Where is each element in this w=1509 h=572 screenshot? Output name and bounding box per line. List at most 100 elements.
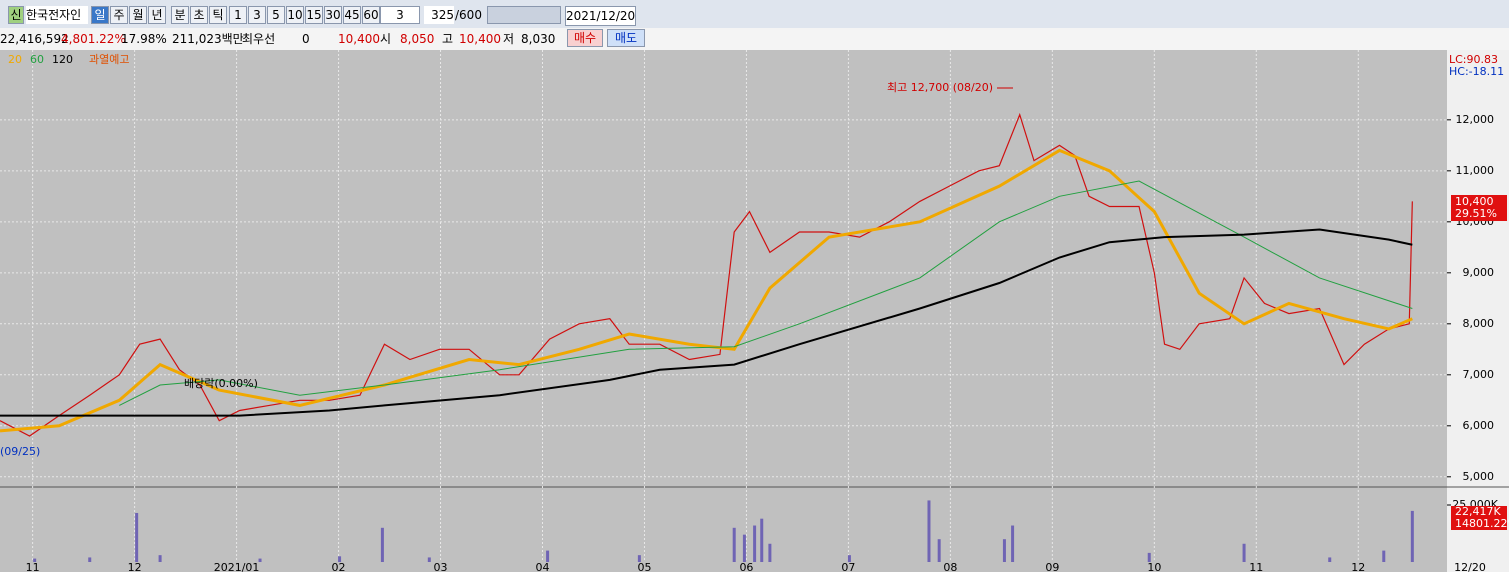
dividend-note: 배당락(0.00%) bbox=[184, 377, 258, 390]
toolbar-button[interactable]: 60 bbox=[362, 6, 380, 24]
volume-bar bbox=[847, 555, 851, 562]
best-value: 0 bbox=[302, 32, 310, 46]
count[interactable]: 325 bbox=[424, 6, 454, 24]
stock-name[interactable]: 한국전자인 bbox=[26, 6, 88, 24]
last-volume-bg bbox=[1451, 506, 1507, 530]
toolbar-button[interactable]: 3 bbox=[248, 6, 266, 24]
volume-bar bbox=[753, 525, 757, 562]
x-tick-label: 12 bbox=[128, 561, 142, 572]
toolbar-button[interactable]: 일 bbox=[91, 6, 109, 24]
volume-bar bbox=[768, 543, 772, 562]
open-label: 시 bbox=[380, 32, 392, 46]
amount: 211,023백만 bbox=[172, 32, 244, 46]
low: 8,030 bbox=[521, 32, 556, 46]
toolbar-button[interactable]: 45 bbox=[343, 6, 361, 24]
quote-bar: 22,416,592 4,801.22% 17.98% 211,023백만 최우… bbox=[0, 28, 1509, 50]
warning: 과열예고 bbox=[89, 53, 129, 66]
x-tick-label: 11 bbox=[1249, 561, 1263, 572]
volume-bar bbox=[1147, 552, 1151, 562]
volume-bar bbox=[742, 534, 746, 562]
plot-bg bbox=[0, 50, 1447, 572]
x-tick-label: 02 bbox=[332, 561, 346, 572]
sell-button[interactable]: 매도 bbox=[607, 29, 645, 47]
x-end-label: 12/20 bbox=[1454, 561, 1486, 572]
legend-item: 120 bbox=[52, 53, 73, 66]
y-tick-label: 5,000 bbox=[1463, 470, 1495, 483]
chart: 11 12 2021/01 02 03 04 05 06 07 08 09 10 11 12 12/20 5,… bbox=[0, 50, 1509, 572]
volume-bar bbox=[937, 539, 941, 562]
axis-bg bbox=[1447, 50, 1509, 572]
open: 8,050 bbox=[400, 32, 435, 46]
toolbar-button[interactable]: 15 bbox=[305, 6, 323, 24]
toolbar-button[interactable]: 분 bbox=[171, 6, 189, 24]
toolbar-button[interactable]: 틱 bbox=[209, 6, 227, 24]
volume: 22,416,592 bbox=[0, 32, 69, 46]
x-tick-label: 11 bbox=[26, 561, 40, 572]
y-tick-label: 6,000 bbox=[1463, 419, 1495, 432]
volume-bar bbox=[732, 527, 736, 562]
volume-bar bbox=[380, 527, 384, 562]
turnover: 17.98% bbox=[121, 32, 167, 46]
last-volume: 22,417K bbox=[1455, 505, 1501, 518]
volume-bar bbox=[546, 550, 550, 562]
toolbar-button[interactable]: 1 bbox=[229, 6, 247, 24]
y-tick-label: 8,000 bbox=[1463, 317, 1495, 330]
volume-bar bbox=[760, 518, 764, 562]
date[interactable]: 2021/12/20 bbox=[565, 6, 637, 26]
volume-bar bbox=[33, 558, 37, 562]
last-price-bg bbox=[1451, 195, 1507, 221]
tool-icons[interactable] bbox=[487, 6, 561, 24]
volume-bar bbox=[1011, 525, 1015, 562]
toolbar-button[interactable]: 초 bbox=[190, 6, 208, 24]
x-tick-label: 07 bbox=[841, 561, 855, 572]
count-select[interactable]: 3 bbox=[380, 6, 420, 24]
x-tick-label: 03 bbox=[434, 561, 448, 572]
volume-bar bbox=[135, 512, 139, 562]
hc-label: HC:-18.11 bbox=[1449, 65, 1504, 78]
price-line bbox=[0, 112, 1413, 437]
volume-bar bbox=[88, 557, 92, 562]
toolbar-button[interactable]: 10 bbox=[286, 6, 304, 24]
volume-bar bbox=[158, 555, 162, 562]
count-max: /600 bbox=[455, 8, 482, 22]
high-note: 최고 12,700 (08/20) bbox=[887, 81, 993, 94]
low-label: 저 bbox=[503, 32, 515, 46]
volume-bar bbox=[258, 558, 262, 562]
x-tick-label: 2021/01 bbox=[214, 561, 260, 572]
last-volume-change: 14801.22% bbox=[1455, 517, 1509, 530]
price-line bbox=[0, 148, 1413, 433]
price-line bbox=[0, 228, 1413, 417]
x-tick-label: 04 bbox=[535, 561, 549, 572]
lc-label: LC:90.83 bbox=[1449, 53, 1498, 66]
volume-bar bbox=[927, 500, 931, 562]
toolbar-button[interactable]: 월 bbox=[129, 6, 147, 24]
x-tick-label: 06 bbox=[739, 561, 753, 572]
toolbar-button[interactable]: 30 bbox=[324, 6, 342, 24]
toolbar-button[interactable]: 주 bbox=[110, 6, 128, 24]
toolbar-button[interactable]: 5 bbox=[267, 6, 285, 24]
y-tick-label: 7,000 bbox=[1463, 368, 1495, 381]
low-note: (09/25) bbox=[0, 445, 40, 458]
x-tick-label: 09 bbox=[1045, 561, 1059, 572]
high-label: 고 bbox=[442, 32, 454, 46]
x-tick-label: 08 bbox=[943, 561, 957, 572]
price-line bbox=[119, 180, 1413, 406]
last-price: 10,400 bbox=[1455, 195, 1494, 208]
toolbar-button[interactable]: 년 bbox=[148, 6, 166, 24]
volume-bar bbox=[427, 557, 431, 562]
volume-change: 4,801.22% bbox=[61, 32, 126, 46]
badge[interactable]: 신 bbox=[8, 6, 24, 24]
price: 10,400 bbox=[338, 32, 380, 46]
buy-button[interactable]: 매수 bbox=[567, 29, 603, 47]
legend-item: 20 bbox=[8, 53, 22, 66]
x-tick-label: 05 bbox=[637, 561, 651, 572]
volume-bar bbox=[338, 556, 342, 562]
last-change: 29.51% bbox=[1455, 207, 1497, 220]
volume-bar bbox=[1410, 510, 1414, 562]
legend-item: 60 bbox=[30, 53, 44, 66]
volume-bar bbox=[1328, 557, 1332, 562]
volume-bar bbox=[1382, 550, 1386, 562]
x-tick-label: 10 bbox=[1147, 561, 1161, 572]
